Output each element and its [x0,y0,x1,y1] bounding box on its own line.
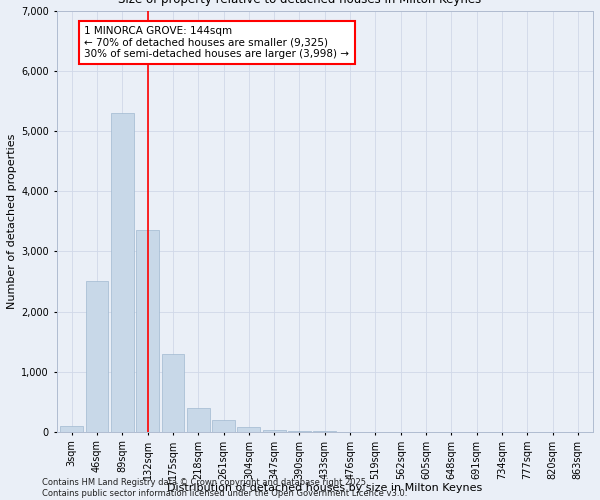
Bar [187,408,209,432]
X-axis label: Distribution of detached houses by size in Milton Keynes: Distribution of detached houses by size … [167,483,482,493]
Y-axis label: Number of detached properties: Number of detached properties [7,134,17,309]
Text: Contains HM Land Registry data © Crown copyright and database right 2025.
Contai: Contains HM Land Registry data © Crown c… [42,478,407,498]
Bar [136,230,159,432]
Text: Size of property relative to detached houses in Milton Keynes: Size of property relative to detached ho… [118,0,482,6]
Bar [161,354,184,432]
Bar [263,430,286,432]
Bar [288,431,311,432]
Bar [86,282,109,432]
Bar [60,426,83,432]
Bar [238,427,260,432]
Text: 1 MINORCA GROVE: 144sqm
← 70% of detached houses are smaller (9,325)
30% of semi: 1 MINORCA GROVE: 144sqm ← 70% of detache… [85,26,349,59]
Bar [212,420,235,432]
Bar [111,113,134,432]
